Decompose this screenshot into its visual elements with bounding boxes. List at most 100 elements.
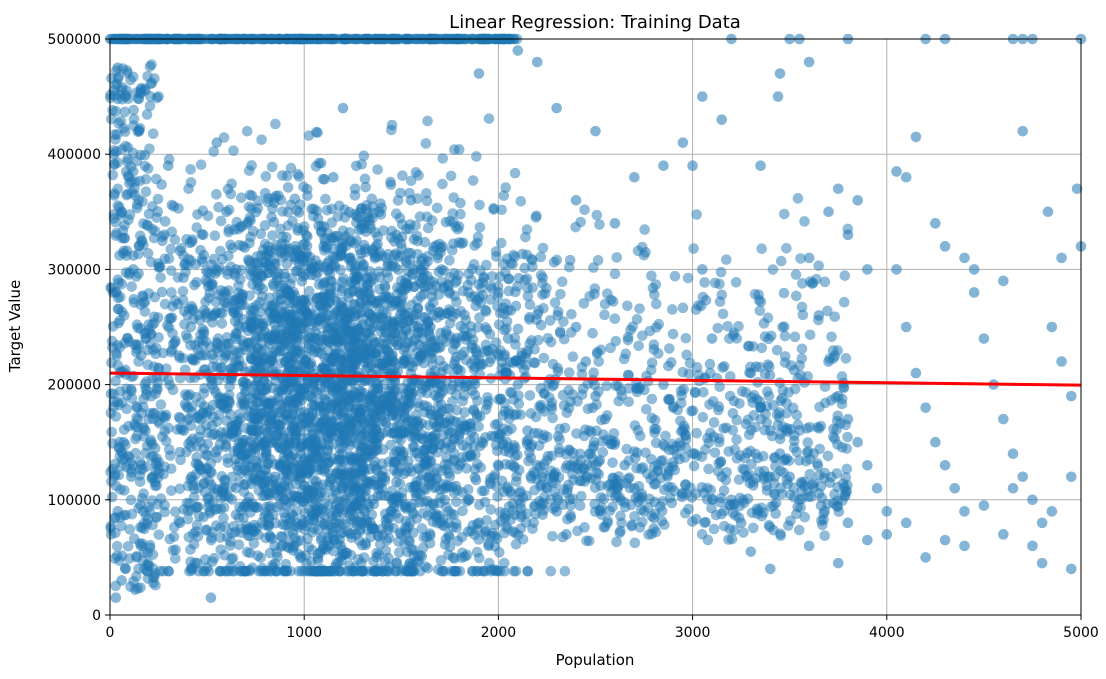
scatter-point [555,326,566,337]
scatter-point [813,260,824,271]
scatter-point [709,417,720,428]
scatter-point [165,380,176,391]
scatter-point [651,279,662,290]
scatter-point [178,353,189,364]
scatter-point [841,353,852,364]
scatter-point [525,390,536,401]
scatter-point [175,413,186,424]
scatter-point [675,437,686,448]
scatter-point [468,566,479,577]
scatter-point [296,442,307,453]
scatter-point [448,552,459,563]
scatter-point [794,525,805,536]
scatter-point [215,532,226,543]
scatter-point [428,418,439,429]
scatter-point [780,357,791,368]
scatter-point [308,211,319,222]
scatter-point [729,396,740,407]
scatter-point [183,403,194,414]
scatter-point [267,162,278,173]
scatter-point [213,430,224,441]
scatter-point [280,440,291,451]
scatter-point [620,349,631,360]
scatter-point [710,278,721,289]
scatter-point [624,472,635,483]
scatter-point [229,296,240,307]
scatter-point [455,365,466,376]
scatter-point [291,325,302,336]
scatter-point [261,383,272,394]
scatter-point [356,248,367,259]
scatter-point [610,336,621,347]
scatter-point [433,564,444,575]
scatter-point [623,335,634,346]
scatter-point [759,318,770,329]
scatter-point [186,322,197,333]
scatter-point [361,295,372,306]
scatter-point [508,505,519,516]
scatter-point [291,426,302,437]
scatter-point [242,465,253,476]
scatter-point [602,516,613,527]
scatter-point [403,315,414,326]
scatter-point [522,273,533,284]
scatter-point [349,271,360,282]
scatter-point [216,285,227,296]
scatter-point [538,243,549,254]
scatter-point [797,343,808,354]
scatter-point [579,298,590,309]
scatter-point [698,292,709,303]
scatter-point [422,116,433,127]
scatter-point [333,211,344,222]
scatter-point [567,389,578,400]
scatter-point [219,550,230,561]
scatter-point [539,388,550,399]
scatter-point [360,182,371,193]
scatter-point [817,520,828,531]
scatter-point [539,353,550,364]
scatter-point [678,303,689,314]
scatter-point [513,324,524,335]
scatter-point [583,404,594,415]
scatter-point [558,390,569,401]
scatter-point [475,441,486,452]
scatter-point [210,230,221,241]
scatter-point [269,197,280,208]
scatter-point [244,165,255,176]
scatter-point [342,526,353,537]
scatter-point [718,423,729,434]
scatter-point [386,392,397,403]
scatter-point [247,426,258,437]
scatter-point [401,566,412,577]
scatter-point [762,485,773,496]
scatter-point [371,474,382,485]
scatter-point [766,501,777,512]
scatter-point [622,300,633,311]
scatter-point [828,431,839,442]
scatter-point [251,207,262,218]
scatter-point [683,273,694,284]
scatter-point [515,486,526,497]
scatter-point [293,223,304,234]
scatter-point [608,296,619,307]
scatter-point [411,433,422,444]
scatter-point [437,179,448,190]
scatter-point [531,210,542,221]
scatter-point [568,351,579,362]
scatter-point [607,502,618,513]
scatter-point [699,277,710,288]
scatter-point [263,260,274,271]
scatter-point [459,310,470,321]
scatter-point [170,506,181,517]
scatter-point [715,296,726,307]
scatter-point [235,413,246,424]
scatter-point [108,170,119,181]
scatter-point [273,268,284,279]
scatter-point [337,555,348,566]
scatter-point [524,314,535,325]
scatter-point [636,464,647,475]
scatter-point [542,431,553,442]
scatter-point [320,488,331,499]
scatter-point [413,556,424,567]
scatter-point [647,357,658,368]
